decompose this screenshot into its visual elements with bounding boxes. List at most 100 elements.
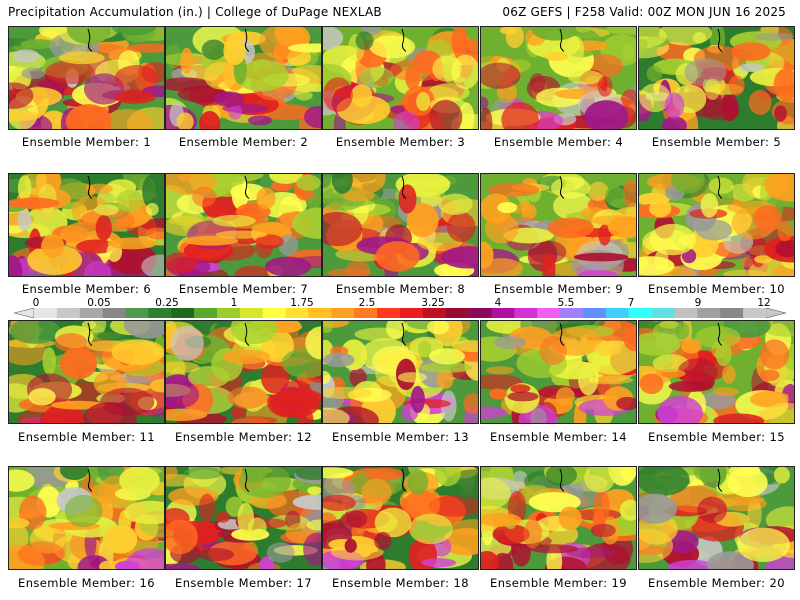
coastline xyxy=(87,28,93,52)
ensemble-member-label: Ensemble Member: 7 xyxy=(178,282,309,296)
colorbar-swatch xyxy=(422,308,447,318)
ensemble-member-label: Ensemble Member: 9 xyxy=(493,282,624,296)
precip-field xyxy=(323,174,478,276)
colorbar-swatch xyxy=(331,308,355,318)
coastline xyxy=(87,322,93,346)
precip-field xyxy=(639,27,794,129)
colorbar-swatch xyxy=(377,308,401,318)
colorbar-swatch xyxy=(674,308,698,318)
colorbar-tick-label: 0.05 xyxy=(87,297,111,309)
precip-field xyxy=(639,467,794,569)
ensemble-map-3 xyxy=(322,26,479,130)
colorbar-swatch xyxy=(239,308,264,318)
colorbar-swatch xyxy=(743,308,767,318)
precip-field xyxy=(9,321,164,423)
ensemble-member-label: Ensemble Member: 8 xyxy=(335,282,466,296)
precip-field xyxy=(323,27,478,129)
precip-field xyxy=(323,321,478,423)
ensemble-member-label: Ensemble Member: 16 xyxy=(18,576,155,590)
colorbar-swatch xyxy=(171,308,195,318)
ensemble-member-label: Ensemble Member: 19 xyxy=(490,576,627,590)
colorbar-swatch xyxy=(468,308,492,318)
ensemble-map-13 xyxy=(322,320,479,424)
ensemble-member-label: Ensemble Member: 17 xyxy=(175,576,312,590)
ensemble-map-12 xyxy=(165,320,322,424)
colorbar-swatch xyxy=(583,308,607,318)
colorbar-swatch xyxy=(102,308,126,318)
ensemble-map-1 xyxy=(8,26,165,130)
precipitation-colorbar xyxy=(14,308,786,318)
colorbar-tick-label: 7 xyxy=(627,297,635,309)
ensemble-member-label: Ensemble Member: 14 xyxy=(490,430,627,444)
ensemble-member-label: Ensemble Member: 6 xyxy=(21,282,152,296)
ensemble-member-label: Ensemble Member: 13 xyxy=(332,430,469,444)
ensemble-member-label: Ensemble Member: 4 xyxy=(493,135,624,149)
ensemble-map-8 xyxy=(322,173,479,277)
coastline xyxy=(559,175,565,199)
colorbar-tick-label: 9 xyxy=(694,297,702,309)
colorbar-swatch xyxy=(262,308,286,318)
colorbar-swatch xyxy=(605,308,630,318)
colorbar-swatch xyxy=(285,308,309,318)
model-run-info: 06Z GEFS | F258 Valid: 00Z MON JUN 16 20… xyxy=(502,5,786,19)
coastline xyxy=(559,322,565,346)
colorbar-tick-label: 5.5 xyxy=(557,297,575,309)
colorbar-swatch xyxy=(34,308,58,318)
ensemble-member-label: Ensemble Member: 12 xyxy=(175,430,312,444)
precip-field xyxy=(481,27,636,129)
colorbar-swatch xyxy=(400,308,424,318)
ensemble-map-4 xyxy=(480,26,637,130)
coastline xyxy=(244,322,250,346)
colorbar-swatch xyxy=(651,308,675,318)
ensemble-map-2 xyxy=(165,26,322,130)
colorbar-swatch xyxy=(194,308,218,318)
coastline xyxy=(87,468,93,492)
coastline xyxy=(401,468,407,492)
colorbar-tick-label: 2.5 xyxy=(358,297,376,309)
coastline xyxy=(559,468,565,492)
ensemble-member-label: Ensemble Member: 2 xyxy=(178,135,309,149)
coastline xyxy=(717,28,723,52)
ensemble-member-label: Ensemble Member: 5 xyxy=(651,135,782,149)
colorbar-swatch xyxy=(217,308,241,318)
ensemble-map-7 xyxy=(165,173,322,277)
colorbar-swatch xyxy=(537,308,561,318)
precip-field xyxy=(166,321,321,423)
precip-field xyxy=(481,321,636,423)
colorbar-swatch xyxy=(560,308,584,318)
coastline xyxy=(717,322,723,346)
precip-field xyxy=(481,174,636,276)
coastline xyxy=(401,28,407,52)
ensemble-member-label: Ensemble Member: 3 xyxy=(335,135,466,149)
colorbar-swatch xyxy=(697,308,721,318)
ensemble-member-label: Ensemble Member: 1 xyxy=(21,135,152,149)
ensemble-map-18 xyxy=(322,466,479,570)
coastline xyxy=(717,468,723,492)
ensemble-member-label: Ensemble Member: 10 xyxy=(648,282,785,296)
colorbar-swatch xyxy=(720,308,744,318)
precip-field xyxy=(9,27,164,129)
colorbar-swatch xyxy=(308,308,332,318)
colorbar-left-arrow xyxy=(14,308,35,318)
precip-field xyxy=(639,174,794,276)
precip-field xyxy=(166,174,321,276)
ensemble-map-10 xyxy=(638,173,795,277)
colorbar-swatch xyxy=(491,308,515,318)
ensemble-map-17 xyxy=(165,466,322,570)
coastline xyxy=(244,175,250,199)
colorbar-right-arrow xyxy=(765,308,786,318)
ensemble-map-20 xyxy=(638,466,795,570)
colorbar-swatch xyxy=(56,308,81,318)
colorbar-tick-label: 4 xyxy=(494,297,502,309)
ensemble-map-11 xyxy=(8,320,165,424)
precip-field xyxy=(481,467,636,569)
precip-field xyxy=(166,467,321,569)
ensemble-map-5 xyxy=(638,26,795,130)
colorbar-swatch xyxy=(445,308,469,318)
precip-field xyxy=(9,174,164,276)
coastline xyxy=(244,468,250,492)
ensemble-member-label: Ensemble Member: 11 xyxy=(18,430,155,444)
colorbar-tick-label: 12 xyxy=(757,297,771,309)
precip-field xyxy=(323,467,478,569)
colorbar-tick-label: 1.75 xyxy=(290,297,314,309)
